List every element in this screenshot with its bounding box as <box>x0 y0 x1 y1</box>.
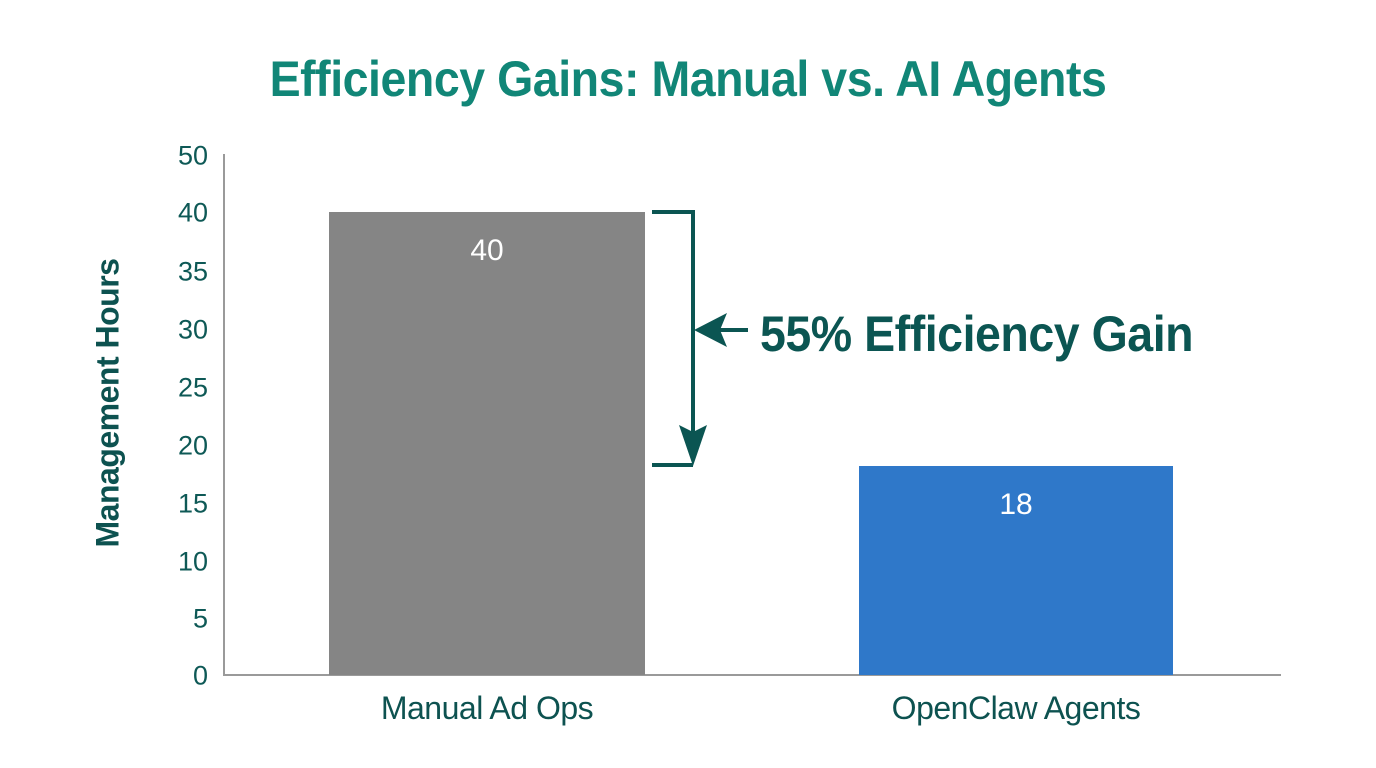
bar-openclaw-agents: 18 <box>859 466 1173 675</box>
y-tick: 30 <box>177 314 208 345</box>
x-category-label: OpenClaw Agents <box>891 690 1141 726</box>
efficiency-gain-annotation: 55% Efficiency Gain <box>760 306 1194 362</box>
y-tick: 35 <box>177 256 208 287</box>
y-tick: 15 <box>177 488 208 519</box>
y-tick: 50 <box>177 140 208 171</box>
bar-value-label: 40 <box>470 234 504 267</box>
y-axis-line <box>223 154 225 676</box>
y-tick: 0 <box>192 660 208 691</box>
y-tick: 10 <box>177 546 208 577</box>
y-tick: 5 <box>192 603 208 634</box>
chart-title: Efficiency Gains: Manual vs. AI Agents <box>269 51 1107 107</box>
y-tick: 20 <box>177 430 208 461</box>
y-tick: 40 <box>177 197 208 228</box>
bar-value-label: 18 <box>999 488 1033 521</box>
x-category-label: Manual Ad Ops <box>380 690 594 726</box>
x-axis-line <box>223 674 1281 676</box>
bar-manual-ad-ops: 40 <box>329 212 645 675</box>
y-tick: 25 <box>177 372 208 403</box>
